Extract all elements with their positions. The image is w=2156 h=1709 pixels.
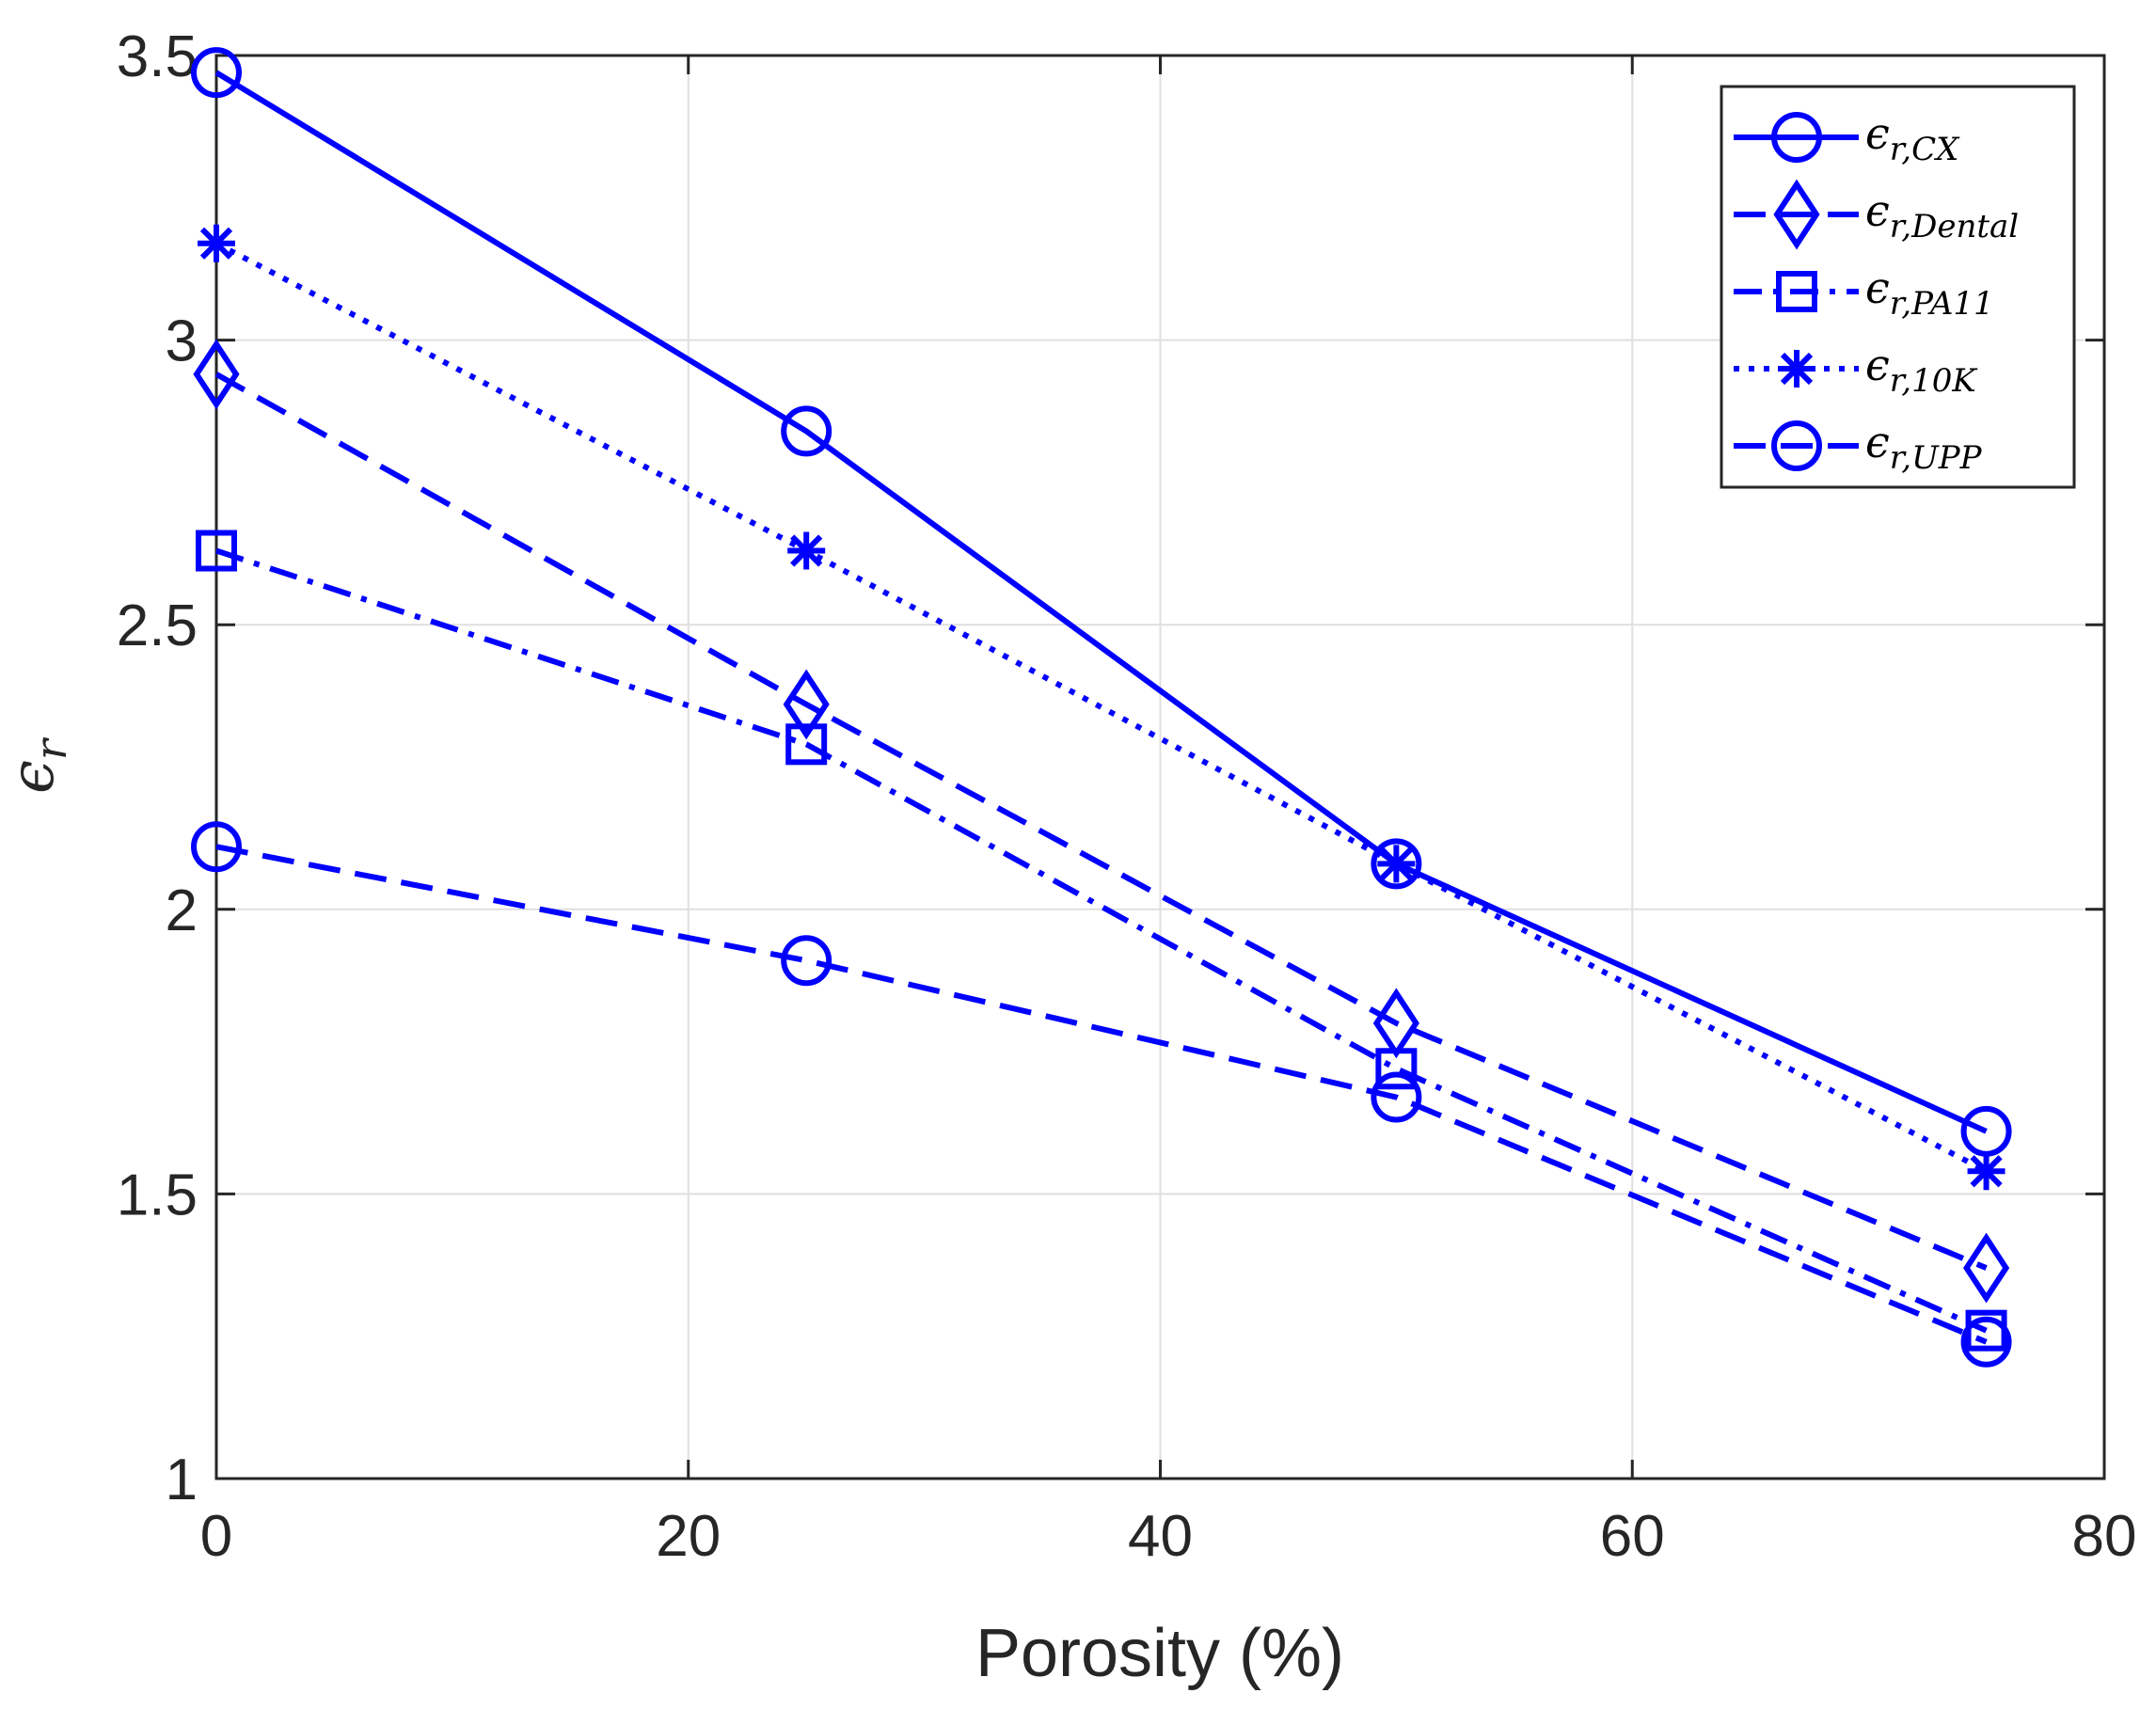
y-tick-label: 2.5 [117, 593, 198, 658]
x-tick-labels: 0 20 40 60 80 [200, 1504, 2137, 1569]
legend-label: ϵr,UPP [1865, 417, 1983, 477]
legend-label-sub: r,Dental [1890, 208, 2019, 245]
data-point-marker [1967, 1152, 2005, 1191]
y-tick-label: 1.5 [117, 1163, 198, 1227]
legend-marker [1771, 112, 1822, 163]
data-point-marker [191, 821, 242, 873]
series-layer [191, 47, 2012, 1368]
legend-label-sub: r,UPP [1890, 439, 1983, 477]
legend-entry-0: ϵr,CX [1734, 108, 1960, 168]
legend-label-base: ϵ [1865, 340, 1890, 390]
legend-label-base: ϵ [1865, 417, 1890, 467]
legend-label: ϵr,Dental [1865, 185, 2019, 245]
legend-label: ϵr,CX [1865, 108, 1960, 168]
y-axis-label-sub: r [25, 736, 76, 760]
asterisk-stroke [1380, 847, 1413, 880]
series-3 [198, 224, 2005, 1191]
legend-label: ϵr,PA11 [1865, 262, 1994, 323]
legend-entry-4: ϵr,UPP [1734, 417, 1983, 477]
data-point-marker [781, 935, 832, 987]
data-point-marker [787, 531, 826, 570]
data-point-marker [1371, 1071, 1422, 1123]
legend-label-sub: r,10K [1890, 362, 1979, 400]
legend-label-sub: r,CX [1890, 131, 1960, 168]
y-tick-label: 3.5 [117, 24, 198, 89]
legend-entry-2: ϵr,PA11 [1734, 262, 1994, 323]
series-line [215, 844, 1988, 1345]
legend-marker [1771, 420, 1822, 471]
legend-marker [1778, 350, 1815, 388]
data-point-marker [193, 339, 240, 410]
y-tick-label: 1 [166, 1448, 198, 1512]
x-tick-label: 60 [1600, 1504, 1665, 1569]
y-axis-label: ϵr [0, 736, 76, 794]
data-point-marker [781, 405, 832, 457]
x-tick-label: 0 [200, 1504, 232, 1569]
data-point-marker [198, 224, 235, 262]
series-1 [193, 339, 2010, 1304]
legend-marker [1773, 179, 1820, 250]
data-point-marker [1960, 1316, 2012, 1368]
legend-entry-3: ϵr,10K [1734, 340, 1978, 400]
data-point-marker [1375, 1048, 1418, 1090]
data-point-marker [196, 530, 237, 572]
x-tick-label: 20 [656, 1504, 721, 1569]
asterisk-stroke [1780, 352, 1814, 386]
asterisk-stroke [199, 227, 233, 260]
y-tick-label: 2 [166, 878, 198, 943]
x-axis-label: Porosity (%) [975, 1616, 1344, 1691]
data-point-marker [1371, 838, 1422, 890]
legend-label-sub: r,PA11 [1890, 285, 1994, 323]
y-tick-labels: 1 1.5 2 2.5 3 3.5 [117, 24, 198, 1512]
y-tick-label: 3 [166, 309, 198, 374]
series-4 [191, 821, 2012, 1368]
asterisk-stroke [1970, 1155, 2003, 1188]
legend-label-base: ϵ [1865, 262, 1890, 313]
data-point-marker [785, 723, 828, 766]
series-line [214, 70, 1988, 1134]
x-tick-label: 40 [1128, 1504, 1193, 1569]
legend-marker [1776, 271, 1817, 312]
data-point-marker [1377, 845, 1416, 883]
series-line [214, 372, 1988, 1271]
y-axis-label-group: ϵr [0, 736, 76, 794]
legend-label-base: ϵ [1865, 185, 1890, 236]
legend-entry-1: ϵr,Dental [1734, 179, 2019, 250]
series-line [214, 241, 1988, 1174]
y-axis-label-base: ϵ [0, 760, 68, 794]
data-point-marker [1962, 1232, 2010, 1304]
data-point-marker [783, 669, 830, 740]
axis-ticks [214, 54, 2106, 1480]
legend-label: ϵr,10K [1865, 340, 1978, 400]
data-point-marker [191, 47, 242, 99]
x-tick-label: 80 [2072, 1504, 2137, 1569]
asterisk-stroke [790, 534, 823, 567]
legend-label-base: ϵ [1865, 108, 1890, 159]
